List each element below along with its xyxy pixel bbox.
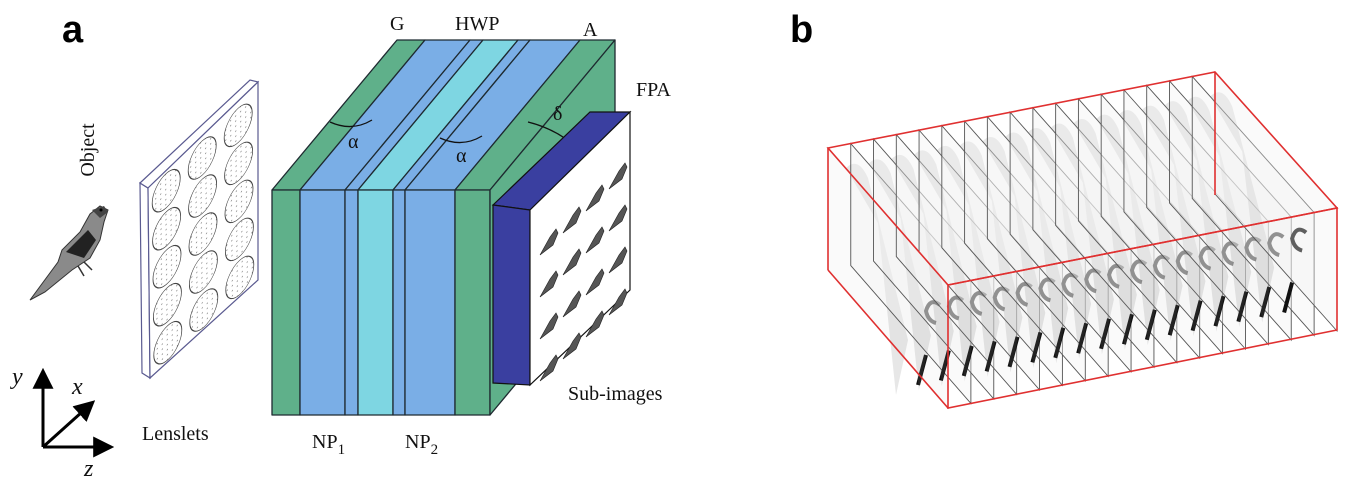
np2-sub: 2 xyxy=(431,442,439,458)
figure: a b Object Lenslets α α δ G HWP A FPA Su… xyxy=(0,0,1350,483)
layer-front xyxy=(455,190,490,415)
panel-label: b xyxy=(790,9,813,51)
layer-front xyxy=(345,190,358,415)
angle-label: α xyxy=(456,145,467,167)
np1-sub: 1 xyxy=(338,442,346,458)
np2-label: NP2 xyxy=(405,431,438,458)
panel-label: a xyxy=(62,9,84,51)
angle-label: δ xyxy=(553,103,562,125)
np1-base: NP xyxy=(312,431,338,453)
object-bird xyxy=(30,206,108,300)
axis-label: z xyxy=(83,456,94,482)
layer-label: A xyxy=(583,19,598,41)
object-label: Object xyxy=(77,123,99,177)
layer-label: G xyxy=(390,13,404,35)
layer-label: HWP xyxy=(455,13,499,35)
np2-base: NP xyxy=(405,431,431,453)
lenslet-array xyxy=(140,80,258,378)
layer-front xyxy=(393,190,405,415)
layer-front xyxy=(300,190,345,415)
angle-label: α xyxy=(348,131,359,153)
layer-front xyxy=(405,190,455,415)
axis-label: x xyxy=(71,374,83,400)
sub-images-label: Sub-images xyxy=(568,383,663,405)
lenslets-label: Lenslets xyxy=(142,423,209,445)
layer-label: FPA xyxy=(636,79,671,101)
axis-label: y xyxy=(10,364,23,390)
layer-front xyxy=(358,190,393,415)
layer-front xyxy=(272,190,300,415)
np1-label: NP1 xyxy=(312,431,345,458)
